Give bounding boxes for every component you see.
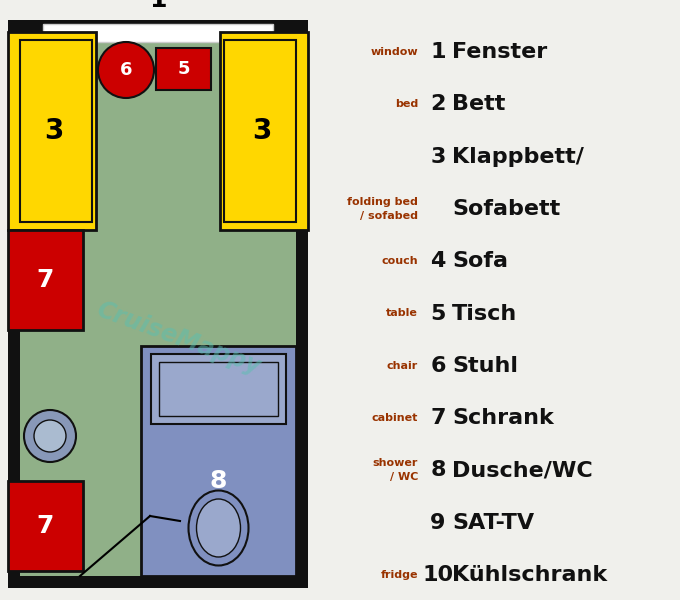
Text: shower: shower [373, 458, 418, 469]
Text: SAT-TV: SAT-TV [452, 512, 534, 533]
Text: table: table [386, 308, 418, 319]
Text: CruiseMappy: CruiseMappy [92, 297, 263, 379]
Bar [156, 48, 211, 90]
Text: 4: 4 [430, 251, 445, 271]
Circle shape [34, 420, 66, 452]
Bar [8, 20, 308, 588]
Bar [159, 362, 278, 416]
Text: Sofabett: Sofabett [452, 199, 560, 219]
Text: Fenster: Fenster [452, 42, 547, 62]
Text: fridge: fridge [381, 570, 418, 580]
Bar [43, 24, 273, 42]
Text: Dusche/WC: Dusche/WC [452, 460, 593, 481]
Text: / sofabed: / sofabed [360, 211, 418, 221]
Text: 1: 1 [149, 0, 167, 12]
Bar [8, 481, 83, 571]
Text: 6: 6 [120, 61, 132, 79]
Text: Klappbett/: Klappbett/ [452, 146, 584, 167]
Text: Kühlschrank: Kühlschrank [452, 565, 607, 585]
Bar [20, 32, 296, 576]
Bar [141, 346, 296, 576]
Circle shape [98, 42, 154, 98]
Text: 5: 5 [177, 60, 190, 78]
Bar [220, 32, 308, 230]
Text: 1: 1 [430, 42, 446, 62]
Text: window: window [371, 47, 418, 57]
Ellipse shape [188, 491, 248, 565]
Text: 2: 2 [430, 94, 445, 114]
Text: 7: 7 [37, 268, 54, 292]
Text: 6: 6 [430, 356, 446, 376]
Text: Bett: Bett [452, 94, 505, 114]
Text: Stuhl: Stuhl [452, 356, 518, 376]
Text: 7: 7 [37, 514, 54, 538]
Text: 10: 10 [422, 565, 454, 585]
Text: cabinet: cabinet [372, 413, 418, 423]
Text: 3: 3 [430, 146, 445, 167]
Text: 9: 9 [430, 512, 445, 533]
Text: 7: 7 [430, 408, 446, 428]
Text: bed: bed [395, 99, 418, 109]
Text: chair: chair [387, 361, 418, 371]
Circle shape [24, 410, 76, 462]
Text: couch: couch [381, 256, 418, 266]
Bar [151, 354, 286, 424]
Text: 8: 8 [430, 460, 446, 481]
Text: Tisch: Tisch [452, 304, 517, 323]
Bar [8, 32, 96, 230]
Text: 3: 3 [252, 117, 272, 145]
Text: 3: 3 [44, 117, 64, 145]
Text: 5: 5 [430, 304, 445, 323]
Ellipse shape [197, 499, 241, 557]
Bar [224, 40, 296, 222]
Bar [20, 40, 92, 222]
Text: Schrank: Schrank [452, 408, 554, 428]
Text: 8: 8 [210, 469, 227, 493]
Bar [8, 230, 83, 330]
Text: folding bed: folding bed [347, 197, 418, 207]
Text: / WC: / WC [390, 472, 418, 482]
Text: Sofa: Sofa [452, 251, 508, 271]
